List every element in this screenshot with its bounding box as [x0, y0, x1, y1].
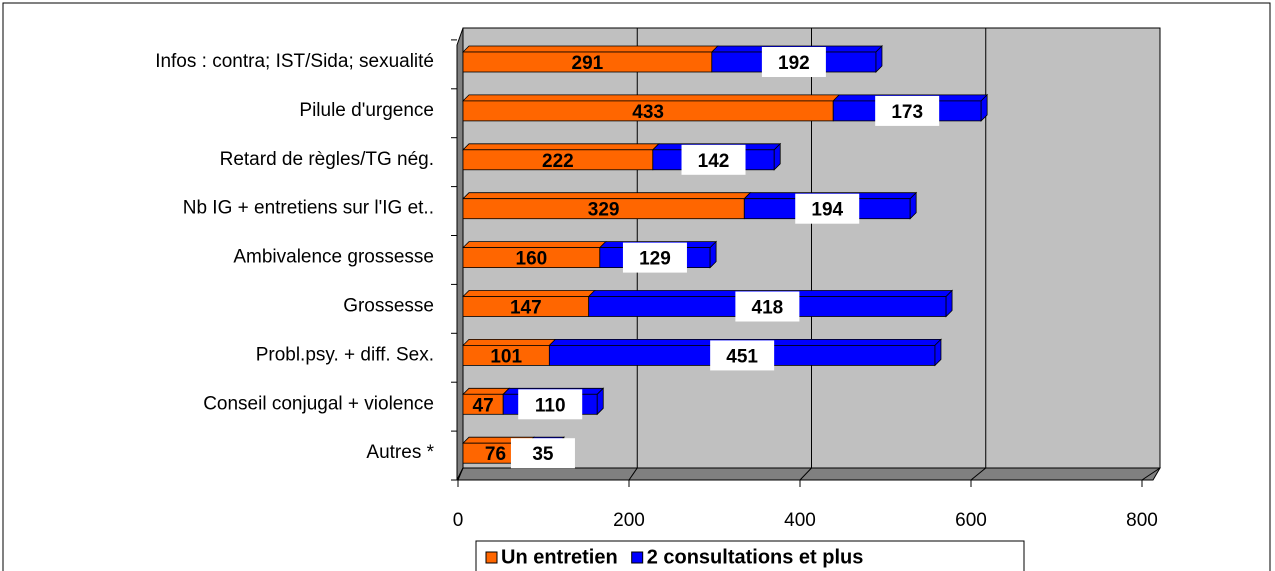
value-label-box — [518, 389, 583, 420]
x-tick-label: 800 — [1126, 510, 1158, 531]
y-tick-label: Ambivalence grossesse — [233, 247, 434, 268]
bar-side — [596, 387, 604, 416]
value-label: 194 — [811, 200, 843, 221]
value-label: 173 — [891, 102, 923, 123]
floor-grid — [799, 467, 812, 481]
bar-side — [875, 45, 883, 73]
bar-side — [909, 191, 917, 220]
y-tick-label: Probl.psy. + diff. Sex. — [256, 344, 434, 365]
value-label: 76 — [485, 444, 506, 465]
bar-top — [462, 45, 719, 53]
value-label: 160 — [516, 249, 548, 270]
legend-label: 2 consultations et plus — [647, 546, 864, 568]
value-label: 192 — [778, 53, 810, 74]
x-tick-label: 0 — [453, 510, 464, 531]
value-label: 47 — [473, 395, 494, 416]
value-label: 110 — [535, 395, 566, 416]
floor-grid — [628, 467, 638, 481]
value-label: 329 — [588, 200, 620, 221]
value-label-box — [875, 95, 940, 126]
legend-label: Un entretien — [501, 546, 618, 568]
bar-top — [462, 290, 596, 297]
y-tick-label: Nb IG + entretiens sur l'IG et.. — [183, 198, 434, 219]
bar-side — [773, 142, 781, 171]
y-tick-label: Retard de règles/TG nég. — [220, 149, 434, 170]
bar-side — [934, 338, 942, 367]
y-tick-label: Infos : contra; IST/Sida; sexualité — [155, 51, 434, 72]
value-label-box — [681, 144, 746, 175]
floor-grid — [970, 467, 987, 481]
bar-side — [980, 93, 988, 122]
y-tick-label: Pilule d'urgence — [299, 100, 434, 121]
value-label: 101 — [490, 346, 522, 367]
x-tick-label: 200 — [613, 510, 645, 531]
side-wall — [456, 27, 464, 481]
bar-top — [462, 241, 607, 249]
value-label-box — [735, 291, 800, 322]
value-label: 291 — [572, 53, 604, 74]
bar-top — [462, 387, 511, 395]
bar-top — [462, 192, 752, 200]
legend-swatch — [485, 551, 498, 564]
value-label-box — [761, 47, 826, 77]
floor-grid — [457, 467, 464, 481]
value-label: 35 — [532, 444, 554, 465]
value-label: 451 — [726, 346, 758, 367]
bar-top — [462, 338, 557, 346]
legend-box — [475, 540, 1025, 571]
bar-top — [462, 143, 660, 151]
value-label: 129 — [639, 249, 671, 270]
y-tick-label: Grossesse — [343, 296, 434, 317]
value-label-box — [622, 242, 687, 273]
floor — [456, 467, 1161, 481]
x-tick-label: 600 — [955, 510, 987, 531]
value-label: 418 — [752, 298, 784, 319]
y-tick-label: Autres * — [366, 442, 434, 463]
y-tick-label: Conseil conjugal + violence — [203, 393, 434, 414]
floor-grid — [1141, 467, 1161, 481]
value-label: 147 — [510, 298, 542, 319]
value-label: 433 — [632, 102, 664, 123]
value-label-box — [510, 438, 575, 469]
bar-side — [709, 240, 717, 269]
value-label: 222 — [542, 151, 574, 172]
value-label: 142 — [698, 151, 730, 172]
value-label-box — [795, 193, 860, 224]
bar-top — [462, 94, 841, 102]
x-tick-label: 400 — [784, 510, 816, 531]
bar-side — [945, 289, 953, 318]
value-label-box — [710, 340, 775, 371]
legend-swatch — [631, 551, 644, 564]
